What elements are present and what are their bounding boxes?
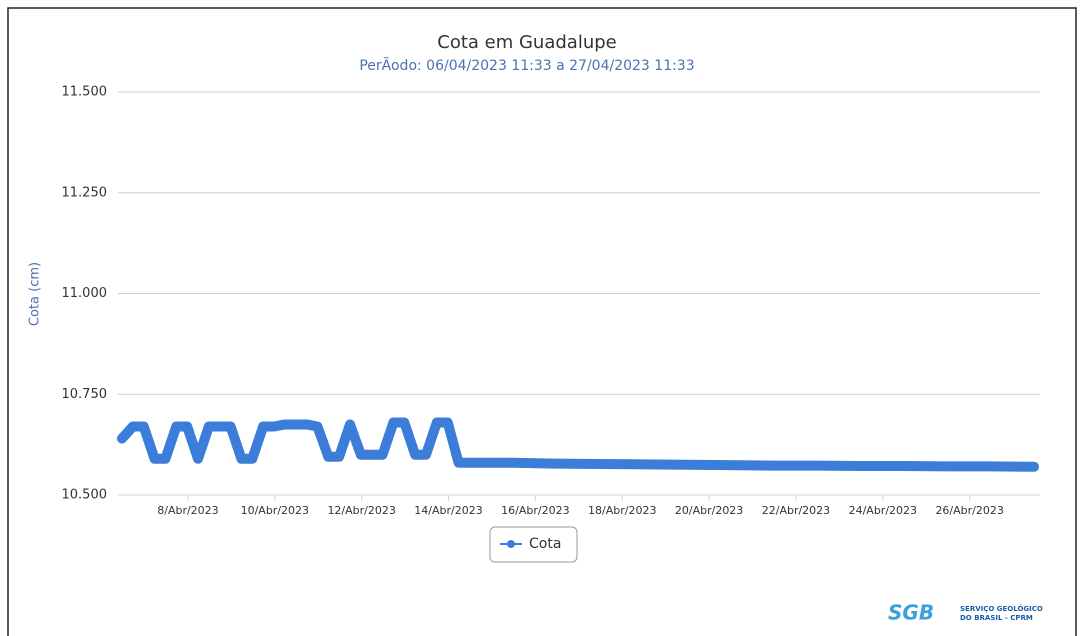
x-tick-label: 8/Abr/2023	[157, 504, 218, 517]
logo-line: DO BRASIL - CPRM	[960, 614, 1033, 622]
chart-title: Cota em Guadalupe	[437, 32, 616, 53]
x-tick-label: 26/Abr/2023	[935, 504, 1003, 517]
y-tick-label: 10.750	[62, 387, 108, 402]
y-axis-label: Cota (cm)	[28, 262, 43, 326]
x-tick-label: 22/Abr/2023	[762, 504, 830, 517]
logo: SGB SERVIÇO GEOLÓGICO DO BRASIL - CPRM	[888, 601, 1043, 625]
logo-text: SGB	[888, 601, 934, 625]
x-tick-label: 16/Abr/2023	[501, 504, 569, 517]
y-tick-label: 10.500	[62, 488, 108, 503]
x-tick-label: 20/Abr/2023	[675, 504, 743, 517]
chart-subtitle: PerÃodo: 06/04/2023 11:33 a 27/04/2023 1…	[359, 57, 694, 74]
y-tick-label: 11.000	[62, 286, 108, 301]
y-tick-label: 11.500	[62, 85, 108, 100]
logo-line: SERVIÇO GEOLÓGICO	[960, 604, 1043, 613]
legend: Cota	[489, 526, 578, 563]
x-tick-label: 14/Abr/2023	[414, 504, 482, 517]
x-tick-label: 18/Abr/2023	[588, 504, 656, 517]
legend-label: Cota	[529, 536, 561, 552]
y-tick-label: 11.250	[62, 185, 108, 200]
legend-marker	[507, 540, 515, 548]
legend-box	[489, 526, 578, 563]
x-tick-label: 10/Abr/2023	[241, 504, 309, 517]
x-tick-label: 24/Abr/2023	[849, 504, 917, 517]
data-line	[117, 417, 1039, 472]
x-tick-label: 12/Abr/2023	[327, 504, 395, 517]
